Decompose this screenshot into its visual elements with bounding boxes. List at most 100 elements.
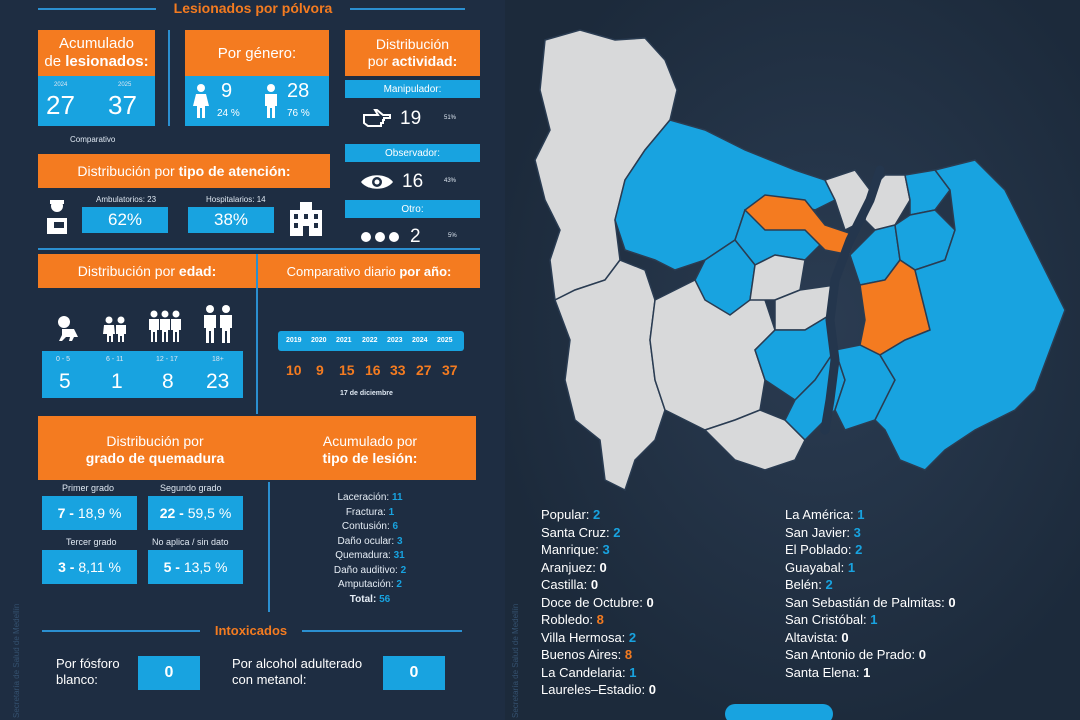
male-pct: 76 % xyxy=(287,108,310,119)
daily-value-2: 15 xyxy=(339,362,355,378)
list-item: Quemadura: 31 xyxy=(335,550,405,561)
daily-value-6: 37 xyxy=(442,362,458,378)
age-values: 0 - 5 6 - 11 12 - 17 18+ 5 1 8 23 xyxy=(42,351,243,398)
year-2025-label: 2025 xyxy=(118,82,132,88)
divider xyxy=(38,248,480,250)
map-river xyxy=(820,165,885,435)
female-value: 9 xyxy=(221,80,233,102)
burn-title-line2: grado de quemadura xyxy=(85,450,225,466)
footer-pill xyxy=(725,704,833,720)
activity-title-line1: Distribución xyxy=(375,36,450,52)
age-title-prefix: Distribución por xyxy=(77,263,179,279)
daily-value-4: 33 xyxy=(390,362,406,378)
accumulated-values: 2024 2025 27 37 xyxy=(38,76,155,126)
burn-grade-pct-1: 59,5 % xyxy=(187,505,232,521)
adults-icon xyxy=(204,305,232,343)
list-item: Doce de Octubre: 0 xyxy=(541,594,654,610)
daily-years-bar: 2019 2020 2021 2022 2023 2024 2025 xyxy=(278,331,464,351)
burn-grade-label-1: Segundo grado xyxy=(160,483,222,493)
accumulated-title-prefix: de xyxy=(44,53,66,70)
list-item: El Poblado: 2 xyxy=(785,542,863,557)
accumulated-title: Acumulado de lesionados: xyxy=(38,30,155,76)
burn-grade-value-2: 3 - 8,11 % xyxy=(42,550,137,584)
burn-grade-pct-3: 13,5 % xyxy=(183,559,228,575)
age-title-bold: edad: xyxy=(178,263,217,279)
daily-year-0: 2019 xyxy=(286,337,302,344)
age-range-0: 0 - 5 xyxy=(56,356,71,363)
intox-title: Intoxicados xyxy=(214,623,288,638)
burn-grade-value-1: 22 - 59,5 % xyxy=(148,496,243,530)
activity-label-manipulator: Manipulador: xyxy=(345,80,480,98)
daily-title-prefix: Comparativo diario xyxy=(286,263,400,279)
daily-year-5: 2024 xyxy=(412,337,428,344)
accumulated-caption: Comparativo xyxy=(70,135,116,144)
daily-value-1: 9 xyxy=(316,362,324,378)
daily-year-4: 2023 xyxy=(387,337,403,344)
activity-value-other: 2 xyxy=(410,226,421,247)
attention-title-prefix: Distribución por xyxy=(77,163,179,179)
list-item: San Antonio de Prado: 0 xyxy=(785,647,926,662)
outpatient-icon xyxy=(47,200,67,234)
gender-values: 9 24 % 28 76 % xyxy=(185,76,329,126)
age-value-1: 1 xyxy=(111,370,123,393)
burn-lesion-header xyxy=(38,416,476,480)
daily-title-bold: por año: xyxy=(399,263,452,279)
daily-year-6: 2025 xyxy=(437,337,453,344)
burn-grade-value-3: 5 - 13,5 % xyxy=(148,550,243,584)
lesion-list: Laceración: 11 Fractura: 1 Contusión: 6 … xyxy=(290,491,450,607)
list-item: Santa Cruz: 2 xyxy=(541,524,621,540)
daily-title: Comparativo diario por año: xyxy=(258,254,480,288)
year-2024-label: 2024 xyxy=(54,82,68,88)
commune-list-right: La América: 1 San Javier: 3 El Poblado: … xyxy=(785,506,956,681)
age-range-3: 18+ xyxy=(212,356,224,363)
daily-value-0: 10 xyxy=(286,362,302,378)
burn-title: Distribución por grado de quemadura xyxy=(40,433,270,467)
daily-value-5: 27 xyxy=(416,362,432,378)
list-item: Aranjuez: 0 xyxy=(541,559,607,575)
burn-grade-count-0: 7 xyxy=(57,505,66,521)
activity-label-other: Otro: xyxy=(345,200,480,218)
list-item: Castilla: 0 xyxy=(541,577,599,592)
list-item: Manrique: 3 xyxy=(541,542,610,557)
accumulated-title-line1: Acumulado xyxy=(58,35,135,52)
pointing-hand-icon xyxy=(363,109,391,127)
list-item: La América: 1 xyxy=(785,507,865,522)
list-item: San Sebastián de Palmitas: 0 xyxy=(785,594,956,610)
age-range-2: 12 - 17 xyxy=(156,356,178,363)
white-phosphorus-value: 0 xyxy=(138,656,200,690)
teenagers-icon xyxy=(149,310,181,342)
list-item: Guayabal: 1 xyxy=(785,559,856,575)
burn-grade-value-0: 7 - 18,9 % xyxy=(42,496,137,530)
divider xyxy=(42,630,200,632)
list-item: Robledo: 8 xyxy=(541,612,604,627)
attention-title-bold: tipo de atención: xyxy=(178,163,291,179)
burn-grade-label-2: Tercer grado xyxy=(66,537,117,547)
map-region-san-javier xyxy=(694,238,756,316)
list-item: Belén: 2 xyxy=(785,577,833,592)
list-item: Villa Hermosa: 2 xyxy=(541,629,637,645)
divider xyxy=(168,30,170,126)
burn-grade-label-0: Primer grado xyxy=(62,483,115,493)
map-region-santa-elena xyxy=(874,159,1066,471)
list-item: Laceración: 11 xyxy=(337,492,403,503)
baby-icon xyxy=(58,316,78,341)
female-pct: 24 % xyxy=(217,108,240,119)
list-item: Daño auditivo: 2 xyxy=(333,564,407,576)
daily-caption: 17 de diciembre xyxy=(340,390,393,397)
side-credit: Secretaría de Salud de Medellín xyxy=(511,603,520,718)
activity-value-manipulator: 19 xyxy=(400,108,422,129)
methanol-label: Por alcohol adulterado con metanol: xyxy=(232,656,363,687)
accumulated-2025-value: 37 xyxy=(108,90,137,120)
list-item: Fractura: 1 xyxy=(345,506,395,518)
activity-title-prefix: por xyxy=(367,53,392,69)
hospital-label: Hospitalarios: 14 xyxy=(206,195,266,204)
list-item: San Javier: 3 xyxy=(785,524,861,540)
map-panel: Popular: 2 Santa Cruz: 2 Manrique: 3 Ara… xyxy=(505,0,1080,720)
list-item: Popular: 2 xyxy=(541,507,601,522)
burn-title-line1: Distribución por xyxy=(106,433,204,449)
list-item: Daño ocular: 3 xyxy=(337,535,403,547)
accumulated-2024-value: 27 xyxy=(46,90,75,120)
activity-pct-other: 5% xyxy=(448,233,457,239)
activity-title-bold: actividad: xyxy=(391,53,458,69)
activity-pct-manipulator: 51% xyxy=(444,115,457,121)
